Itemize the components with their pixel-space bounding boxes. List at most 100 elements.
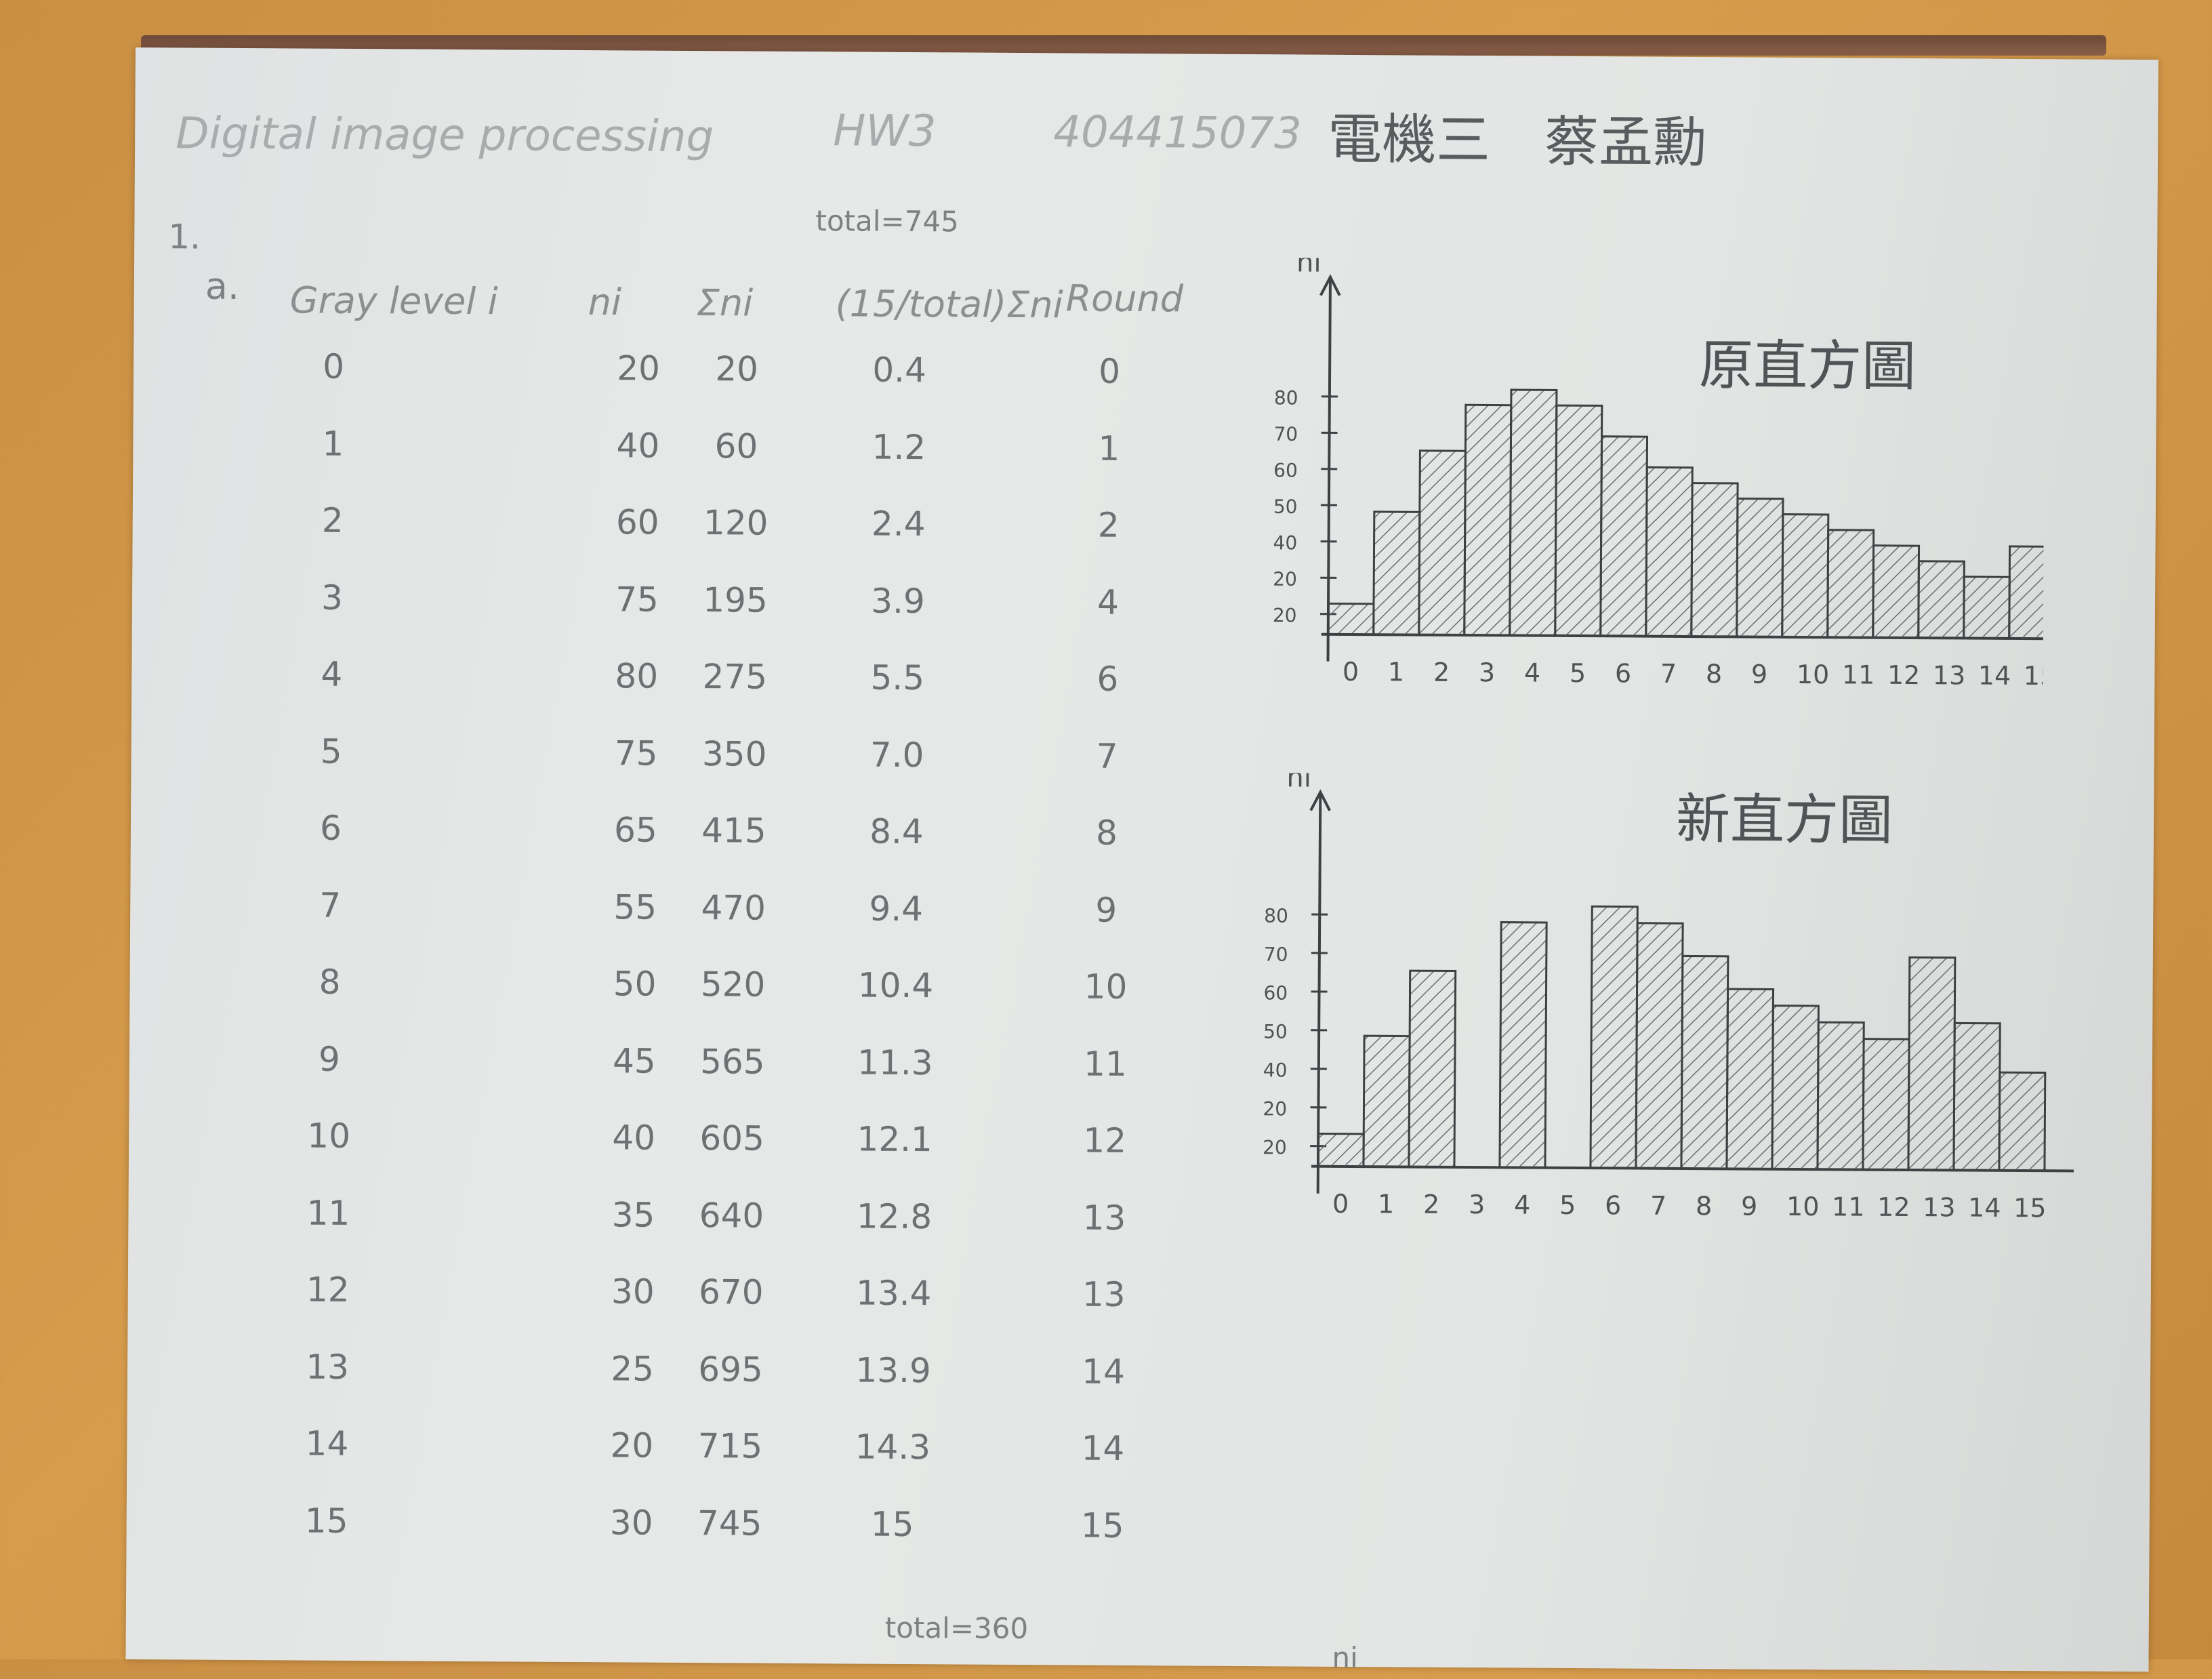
cell-round: 13: [1036, 1274, 1172, 1314]
cell-scaled: 15: [825, 1504, 960, 1544]
cell-scaled: 12.8: [826, 1196, 962, 1236]
x-tick-label: 11: [1842, 660, 1875, 689]
histogram-bar: [1954, 1023, 2000, 1170]
x-tick-label: 0: [1343, 657, 1359, 687]
x-tick-label: 13: [1923, 1192, 1956, 1222]
cell-gray-level: 7: [262, 885, 398, 925]
y-tick-label: 40: [1273, 531, 1297, 554]
histogram-bar: [1419, 451, 1466, 635]
cell-sum-ni: 695: [663, 1349, 798, 1389]
cell-sum-ni: 195: [668, 580, 803, 620]
histogram-bar: [1364, 1036, 1410, 1167]
cell-round: 1: [1041, 428, 1176, 468]
y-axis-label: ni: [1286, 773, 1311, 794]
y-tick-label: 20: [1263, 1136, 1287, 1158]
histogram-bar: [2009, 546, 2045, 639]
x-tick-label: 11: [1832, 1192, 1865, 1221]
y-tick-label: 80: [1274, 386, 1298, 409]
x-tick-label: 0: [1332, 1189, 1349, 1219]
class-name: 電機三: [1328, 96, 1491, 175]
cell-scaled: 8.4: [829, 811, 964, 851]
x-tick-label: 5: [1559, 1190, 1576, 1220]
x-tick-label: 4: [1514, 1190, 1530, 1219]
cell-scaled: 2.4: [831, 504, 966, 544]
y-tick-label: 50: [1273, 495, 1298, 518]
x-tick-label: 4: [1524, 658, 1540, 688]
cell-gray-level: 15: [259, 1501, 394, 1541]
cell-gray-level: 6: [263, 808, 398, 848]
histogram-bar: [1999, 1072, 2045, 1171]
histogram-bar: [1374, 512, 1420, 635]
histogram-bar: [1873, 546, 1919, 638]
x-tick-label: 15: [2013, 1193, 2047, 1223]
x-tick-label: 3: [1469, 1190, 1485, 1219]
cell-round: 6: [1040, 659, 1175, 699]
cell-scaled: 5.5: [830, 658, 965, 697]
x-tick-label: 12: [1887, 660, 1921, 690]
cell-sum-ni: 60: [668, 426, 804, 466]
y-tick-label: 20: [1273, 604, 1297, 626]
cell-gray-level: 2: [265, 500, 401, 540]
cell-round: 15: [1035, 1505, 1170, 1545]
cell-sum-ni: 470: [665, 887, 801, 927]
cell-sum-ni: 640: [663, 1195, 799, 1235]
histogram-bar: [1601, 437, 1647, 636]
cell-sum-ni: 20: [669, 349, 804, 389]
cell-round: 7: [1039, 736, 1174, 776]
histogram-bar: [1828, 530, 1874, 638]
assignment-label: HW3: [833, 106, 937, 157]
cell-sum-ni: 565: [665, 1041, 800, 1081]
cell-scaled: 1.2: [831, 427, 966, 467]
total-top: total=745: [815, 204, 959, 238]
x-tick-label: 10: [1786, 1192, 1820, 1221]
histogram-bar: [1727, 989, 1774, 1169]
problem-part: a.: [205, 265, 240, 308]
x-tick-label: 1: [1388, 657, 1404, 687]
x-tick-label: 12: [1877, 1192, 1910, 1222]
cell-gray-level: 1: [265, 424, 401, 464]
total-bottom: total=360: [885, 1611, 1029, 1645]
histogram-bar: [1964, 577, 2010, 639]
cell-gray-level: 0: [266, 346, 401, 386]
x-tick-label: 13: [1933, 660, 1966, 690]
y-tick-label: 20: [1263, 1097, 1287, 1120]
cell-scaled: 10.4: [827, 965, 963, 1005]
histogram-bar: [1772, 1006, 1818, 1170]
cell-scaled: 14.3: [825, 1427, 960, 1467]
y-axis-label: ni: [1296, 258, 1322, 279]
cell-scaled: 9.4: [828, 889, 964, 929]
cell-round: 2: [1041, 505, 1176, 545]
cell-gray-level: 3: [264, 578, 400, 618]
cell-sum-ni: 120: [668, 503, 804, 543]
cell-round: 14: [1036, 1352, 1171, 1392]
histogram-bar: [1646, 468, 1693, 637]
student-id: 404415073: [1053, 107, 1302, 159]
cell-sum-ni: 275: [667, 657, 802, 697]
cell-round: 8: [1039, 813, 1174, 853]
student-name: 蔡孟勳: [1544, 98, 1708, 178]
cell-round: 10: [1038, 967, 1173, 1007]
x-tick-label: 9: [1741, 1192, 1757, 1221]
x-tick-label: 7: [1660, 659, 1677, 689]
cell-sum-ni: 745: [662, 1503, 798, 1543]
x-tick-label: 5: [1570, 658, 1586, 688]
histogram-bar: [1318, 1133, 1364, 1167]
cell-gray-level: 12: [260, 1270, 396, 1310]
y-tick-label: 70: [1264, 943, 1288, 965]
problem-number: 1.: [168, 217, 201, 256]
cell-sum-ni: 605: [664, 1118, 800, 1158]
col-header-gray-level: Gray level i: [290, 279, 498, 323]
histogram-bar: [1465, 405, 1511, 635]
x-tick-label: 9: [1751, 660, 1767, 689]
cell-round: 13: [1036, 1198, 1172, 1238]
histogram-bar: [1636, 923, 1683, 1169]
cell-sum-ni: 350: [666, 733, 802, 773]
col-header-ni: ni: [588, 281, 622, 323]
y-tick-label: 70: [1273, 423, 1298, 445]
cell-scaled: 13.9: [825, 1350, 961, 1390]
x-tick-label: 15: [2024, 661, 2045, 691]
histogram-original: 202040506070800123456789101112131415nii: [1229, 258, 2045, 723]
y-tick-label: 80: [1264, 905, 1288, 927]
histogram-bar: [1737, 499, 1783, 637]
cell-scaled: 3.9: [830, 581, 966, 621]
